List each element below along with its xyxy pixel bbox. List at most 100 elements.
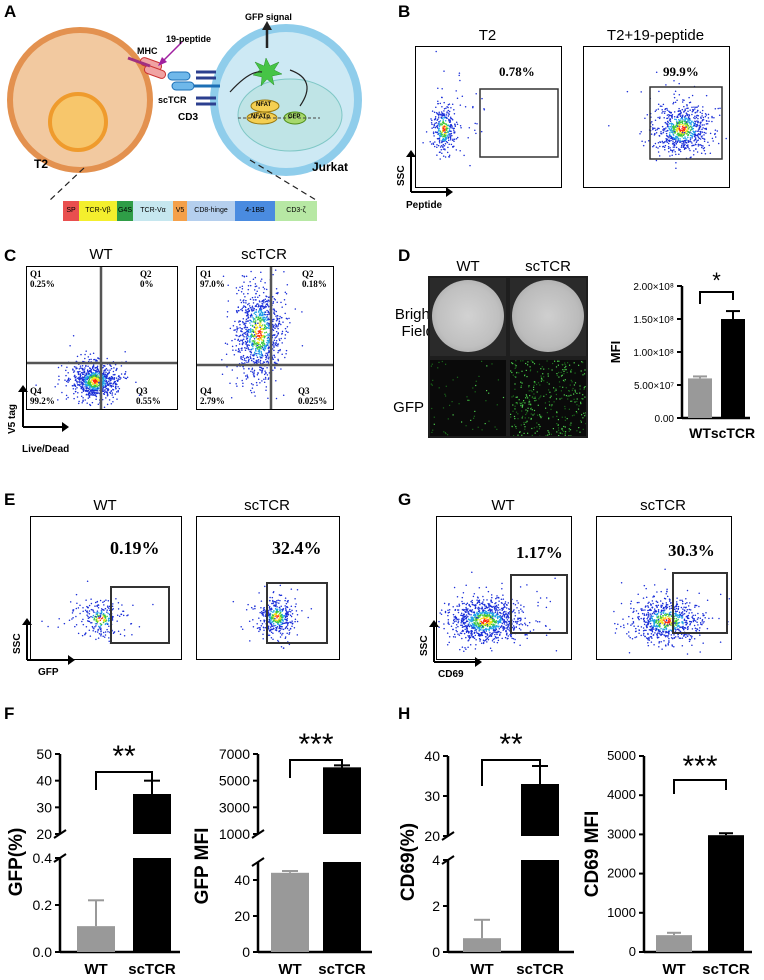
y-tick-label: 1000	[607, 905, 636, 920]
construct-segment: CD8-hinge	[187, 201, 235, 221]
significance-stars: **	[112, 740, 136, 773]
bar	[521, 784, 559, 836]
bar	[133, 858, 171, 952]
y-tick-label: 0	[432, 944, 440, 960]
gfp-burst	[252, 57, 283, 87]
e-pct-wt: 0.19%	[110, 538, 160, 558]
gfp-speckles	[430, 360, 505, 436]
gate-box	[266, 582, 328, 644]
y-tick-label: 30	[424, 788, 440, 804]
c-sctcr-q4: Q4 2.79%	[200, 386, 225, 406]
y-tick-label: 2	[432, 898, 440, 914]
d-col-sctcr: scTCR	[525, 258, 571, 275]
y-tick-label: 0	[629, 944, 636, 959]
c-xlabel: Live/Dead	[22, 444, 70, 455]
g-title-sctcr: scTCR	[640, 497, 686, 514]
e-pct-sctcr: 32.4%	[272, 538, 322, 558]
c-wt-q3: Q3 0.55%	[136, 386, 161, 406]
y-tick-label: 50	[36, 746, 52, 762]
significance-stars: *	[712, 268, 721, 293]
bar	[323, 767, 361, 834]
x-tick-label: scTCR	[318, 961, 366, 978]
b-pct-t2-peptide: 99.9%	[663, 64, 699, 79]
g-ylabel: SSC	[419, 635, 430, 656]
bar	[656, 935, 692, 952]
g-title-wt: WT	[491, 497, 515, 514]
flow-dots	[422, 50, 559, 167]
construct-diagram: SP TCR-Vβ G4S TCR-Vα V5 CD8-hinge 4-1BB CD3-ζ	[63, 199, 317, 221]
y-tick-label: 30	[36, 799, 52, 815]
g-axis-arrows	[429, 620, 482, 667]
significance-stars: ***	[298, 728, 333, 761]
x-tick-label: WT	[470, 961, 493, 978]
flow-dots	[613, 568, 731, 655]
gfp-speckles	[510, 360, 586, 436]
b-title-t2-peptide: T2+19-peptide	[606, 27, 705, 44]
significance-bracket	[481, 759, 541, 786]
c-wt-q4: Q4 99.2%	[30, 386, 55, 406]
significance-stars: **	[499, 728, 523, 761]
b-ylabel: SSC	[396, 165, 407, 186]
panel-label-f: F	[4, 704, 15, 723]
flow-plot-t2	[415, 46, 562, 188]
b-axis-arrows	[406, 150, 453, 197]
y-axis-label: MFI	[608, 341, 623, 363]
y-tick-label: 5000	[607, 748, 636, 763]
label-cd3: CD3	[178, 112, 199, 123]
gfp-image-wt	[430, 360, 506, 436]
flow-plot-g-wt	[436, 516, 572, 660]
panel-label-a: A	[4, 2, 17, 21]
sctcr-receptor	[167, 71, 220, 91]
construct-segment: TCR-Vα	[133, 201, 173, 221]
y-axis-label: CD69 MFI	[582, 811, 603, 898]
significance-bracket	[673, 779, 727, 794]
e-ylabel: SSC	[12, 633, 23, 654]
construct-segment: TCR-Vβ	[79, 201, 117, 221]
y-tick-label: 2.00×10⁸	[633, 282, 674, 293]
y-tick-label: 20	[234, 908, 250, 924]
mhc-molecule	[127, 56, 167, 79]
d-image-grid	[428, 276, 588, 438]
panel-label-h: H	[398, 704, 411, 723]
label-gfp-gene: GFP	[288, 114, 301, 120]
y-tick-label: 7000	[219, 746, 250, 762]
label-jurkat: Jurkat	[312, 160, 349, 174]
flow-plot-e-sctcr	[196, 516, 340, 660]
e-title-wt: WT	[93, 497, 117, 514]
gate-box	[672, 572, 728, 634]
y-tick-label: 1000	[219, 826, 250, 842]
y-tick-label: 0.00	[655, 414, 675, 425]
y-tick-label: 3000	[607, 826, 636, 841]
c-wt-q1: Q1 0.25%	[30, 269, 55, 289]
y-tick-label: 40	[234, 872, 250, 888]
bar	[323, 862, 361, 952]
chart-h-cd69-percent: 20 30 40 0 2 4 WT scTCR ** CD69(%)	[398, 728, 574, 978]
bright-field-sctcr	[510, 278, 586, 356]
panel-label-d: D	[398, 246, 411, 265]
c-axis-arrows	[18, 385, 69, 432]
bar	[721, 319, 745, 418]
panel-label-b: B	[398, 2, 411, 21]
panel-label-g: G	[398, 490, 412, 509]
flow-dots	[608, 71, 727, 170]
gate-box	[649, 86, 723, 160]
y-tick-label: 0.4	[33, 850, 53, 866]
gate-box	[110, 586, 170, 644]
e-xlabel: GFP	[38, 667, 59, 678]
y-tick-label: 3000	[219, 799, 250, 815]
panel-label-e: E	[4, 490, 16, 509]
b-pct-t2: 0.78%	[499, 64, 535, 79]
significance-stars: ***	[682, 750, 717, 783]
cd3-receptors	[196, 70, 216, 106]
bar	[463, 938, 501, 952]
bar	[708, 835, 744, 952]
d-row-bright: Bright Field	[394, 306, 434, 340]
flow-plot-g-sctcr	[596, 516, 732, 660]
y-tick-label: 40	[424, 748, 440, 764]
e-axis-arrows	[22, 618, 75, 665]
x-tick-label: scTCR	[702, 961, 750, 978]
construct-segment: 4-1BB	[235, 201, 275, 221]
y-axis-label: CD69(%)	[398, 823, 419, 901]
x-tick-label: WT	[84, 961, 107, 978]
x-tick-label: WT	[278, 961, 301, 978]
